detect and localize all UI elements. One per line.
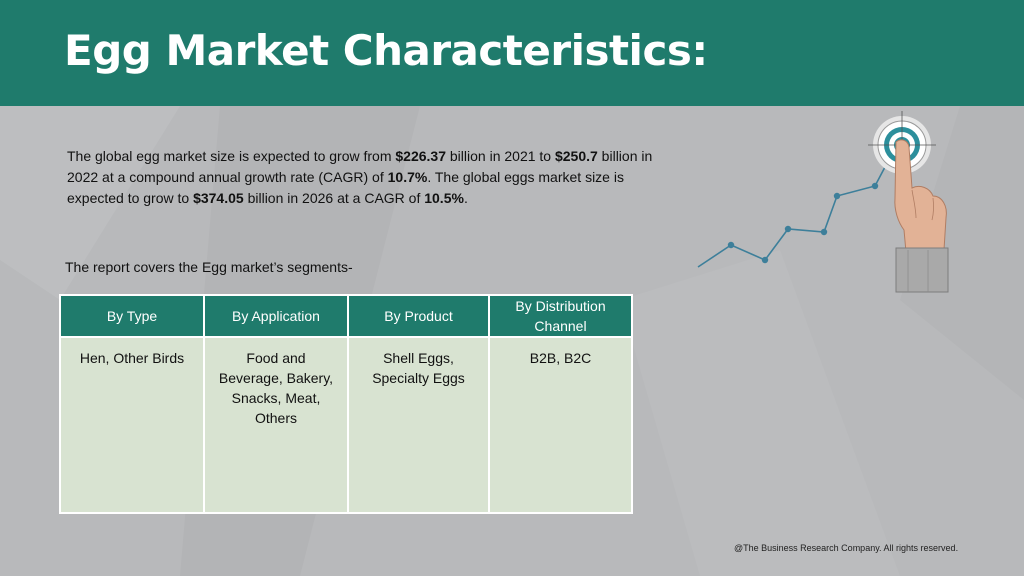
market-size-paragraph: The global egg market size is expected t… xyxy=(67,146,677,209)
header-by-product: By Product xyxy=(347,294,490,338)
cell-application-values: Food and Beverage, Bakery, Snacks, Meat,… xyxy=(203,336,349,514)
intro-highlight-value: $250.7 xyxy=(554,148,598,164)
title-bar: Egg Market Characteristics: xyxy=(0,0,1024,106)
header-by-type: By Type xyxy=(59,294,205,338)
cell-type-values: Hen, Other Birds xyxy=(59,336,205,514)
cell-product-values: Shell Eggs, Specialty Eggs xyxy=(347,336,490,514)
hand-pointing-target-growth-chart-icon xyxy=(697,111,949,293)
intro-text-run: billion in 2021 to xyxy=(446,148,555,164)
header-by-application: By Application xyxy=(203,294,349,338)
cell-distribution-values: B2B, B2C xyxy=(488,336,633,514)
segments-intro-text: The report covers the Egg market’s segme… xyxy=(65,259,353,275)
intro-text-run: billion in 2022 at a compound annual gro… xyxy=(67,148,653,185)
intro-text-run: . The global eggs market size is expecte… xyxy=(67,169,624,206)
copyright-footer: @The Business Research Company. All righ… xyxy=(734,543,959,553)
intro-text-run: . xyxy=(463,190,468,206)
table-row: Hen, Other Birds Food and Beverage, Bake… xyxy=(59,336,633,514)
intro-highlight-value: $374.05 xyxy=(193,190,244,206)
table-header-row: By Type By Application By Product By Dis… xyxy=(59,294,633,338)
page-title: Egg Market Characteristics: xyxy=(64,26,708,75)
header-by-distribution-channel: By Distribution Channel xyxy=(488,294,633,338)
intro-highlight-value: $226.37 xyxy=(395,148,446,164)
hand-icon xyxy=(894,139,949,293)
intro-highlight-value: 10.5% xyxy=(424,190,464,206)
segments-table: By Type By Application By Product By Dis… xyxy=(59,294,633,514)
intro-text-run: billion in 2026 at a CAGR of xyxy=(243,190,425,206)
intro-highlight-value: 10.7% xyxy=(387,169,428,185)
intro-text-run: The global egg market size is expected t… xyxy=(67,148,396,164)
